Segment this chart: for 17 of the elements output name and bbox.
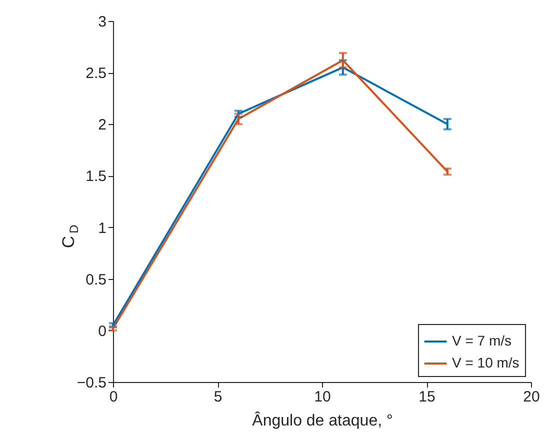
x-tick-label: 20 (523, 388, 540, 406)
y-tick-label: 1 (98, 220, 106, 237)
x-tick-label: 0 (109, 388, 118, 406)
y-tick-label: 3 (98, 14, 106, 30)
legend-label: V = 10 m/s (452, 354, 520, 370)
y-tick-label: 0 (98, 322, 106, 340)
y-tick-label: 1.5 (86, 168, 106, 186)
x-tick-label: 10 (314, 388, 331, 406)
y-tick-label: 2.5 (86, 65, 106, 82)
y-tick-label: −0.5 (76, 374, 106, 392)
x-axis-title: Ângulo de ataque, ° (252, 412, 393, 430)
y-axis-title: CD (59, 224, 81, 248)
legend-label: V = 7 m/s (452, 332, 512, 348)
x-tick-label: 5 (214, 388, 222, 406)
y-tick-label: 0.5 (86, 271, 106, 288)
x-tick-label: 15 (418, 388, 436, 406)
y-tick-label: 2 (98, 116, 106, 134)
